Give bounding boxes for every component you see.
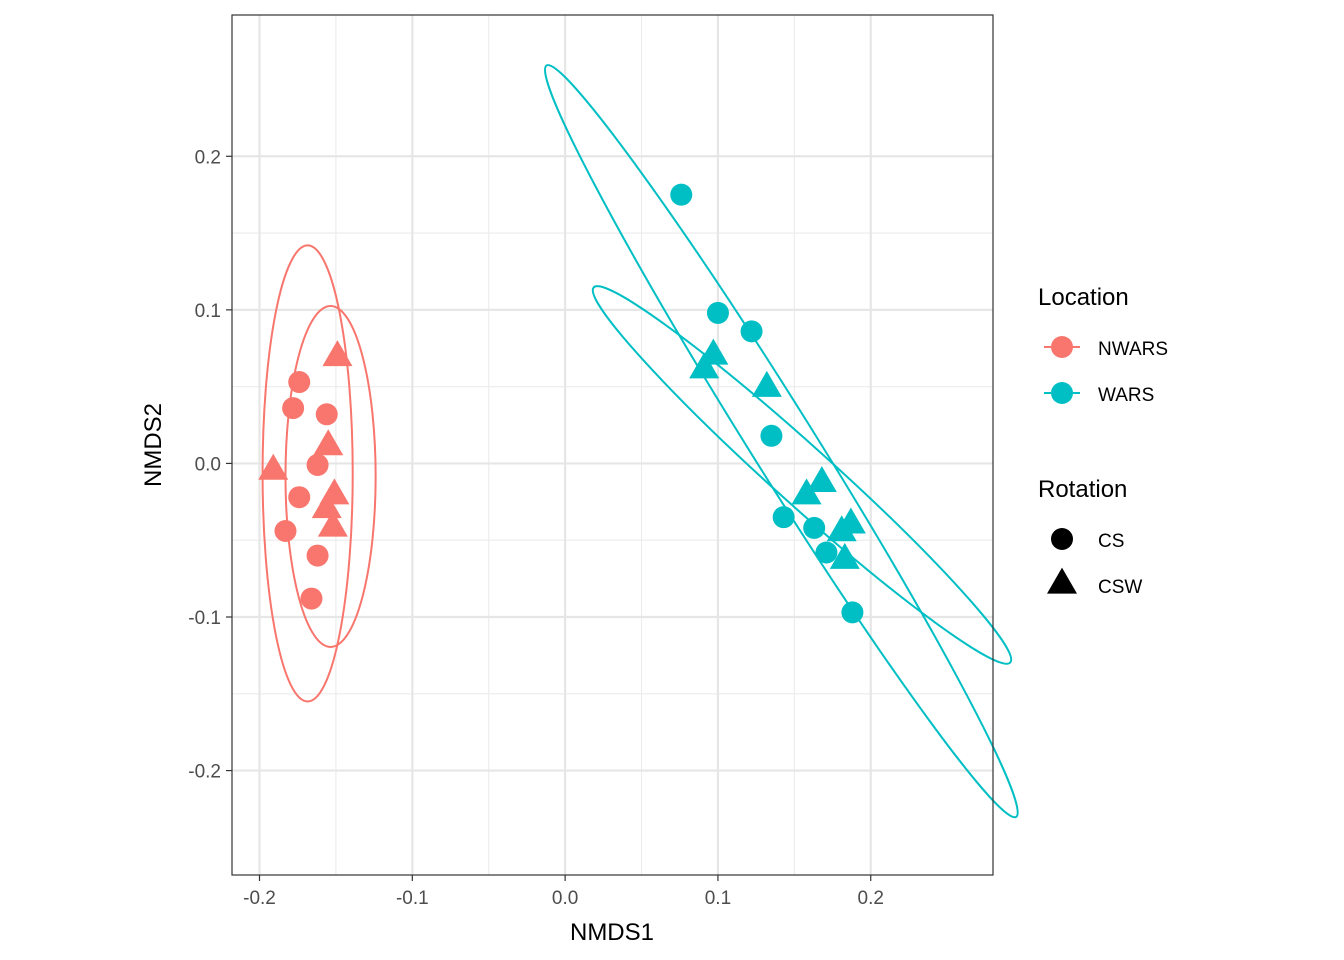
data-point-wars-cs xyxy=(803,516,826,539)
y-tick-label: -0.2 xyxy=(188,762,221,783)
data-point-wars-csw xyxy=(751,370,782,397)
x-axis-title: NMDS1 xyxy=(570,919,654,946)
data-point-nwars-cs xyxy=(306,544,329,567)
data-point-nwars-cs xyxy=(315,403,338,426)
y-axis-title: NMDS2 xyxy=(140,403,167,487)
y-tick-label: -0.1 xyxy=(188,608,221,629)
y-tick-label: 0.0 xyxy=(195,454,221,475)
y-tick-label: 0.1 xyxy=(195,301,221,322)
confidence-ellipse-wars-cs xyxy=(544,64,1019,819)
data-point-nwars-csw xyxy=(313,429,344,456)
data-point-wars-cs xyxy=(670,183,693,206)
x-tick-label: -0.1 xyxy=(396,888,429,909)
legend-key-cs xyxy=(1051,528,1073,550)
data-point-nwars-cs xyxy=(288,371,311,394)
data-point-nwars-cs xyxy=(274,520,297,542)
legend: Location Rotation NWARS WARS CS CSW xyxy=(1038,284,1168,598)
axis-layer: -0.2 -0.1 0.0 0.1 0.2 -0.2 -0.1 0.0 0.1 0.2 xyxy=(188,147,884,909)
data-point-wars-cs xyxy=(706,301,729,324)
legend-title-location: Location xyxy=(1038,284,1129,311)
data-point-nwars-csw xyxy=(317,510,348,537)
data-point-wars-csw xyxy=(791,478,822,505)
data-point-wars-csw xyxy=(829,542,860,569)
data-point-nwars-cs xyxy=(288,486,311,509)
data-point-nwars-csw xyxy=(311,492,342,519)
data-point-wars-cs xyxy=(740,320,763,343)
data-point-nwars-cs xyxy=(306,453,329,476)
data-point-wars-csw xyxy=(689,352,720,379)
data-point-wars-cs xyxy=(841,601,864,624)
data-point-nwars-csw xyxy=(258,453,289,480)
grid-layer xyxy=(232,15,993,875)
data-point-wars-cs xyxy=(815,541,838,564)
y-tick-label: 0.2 xyxy=(195,147,221,168)
legend-key-point-wars xyxy=(1051,382,1073,404)
legend-key-point-nwars xyxy=(1051,336,1073,358)
panel-border xyxy=(231,14,994,876)
data-point-wars-cs xyxy=(760,424,783,447)
legend-label-nwars: NWARS xyxy=(1098,339,1168,360)
x-tick-label: 0.2 xyxy=(858,888,884,909)
legend-label-cs: CS xyxy=(1098,531,1124,552)
legend-label-csw: CSW xyxy=(1098,577,1142,598)
legend-key-csw xyxy=(1047,567,1077,594)
legend-label-wars: WARS xyxy=(1098,385,1154,406)
data-point-nwars-cs xyxy=(300,587,323,610)
confidence-ellipse-wars-csw xyxy=(591,285,1013,665)
data-point-wars-csw xyxy=(806,466,837,493)
data-point-nwars-csw xyxy=(322,340,353,367)
x-tick-label: -0.2 xyxy=(243,888,276,909)
x-tick-label: 0.0 xyxy=(552,888,578,909)
legend-title-rotation: Rotation xyxy=(1038,476,1127,503)
data-point-nwars-cs xyxy=(282,397,305,420)
point-layer xyxy=(258,183,866,624)
data-point-wars-cs xyxy=(772,506,795,529)
x-tick-label: 0.1 xyxy=(705,888,731,909)
data-point-wars-csw xyxy=(826,515,857,542)
